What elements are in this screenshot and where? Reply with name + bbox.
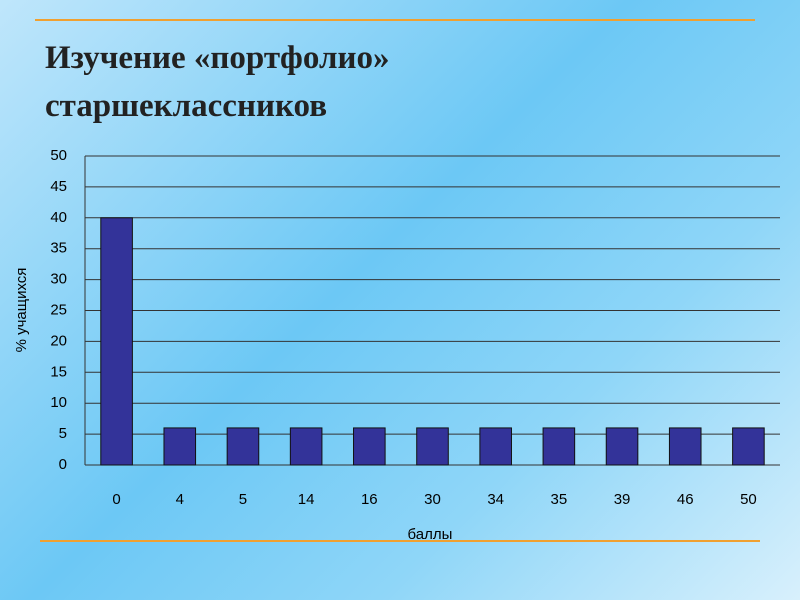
y-tick-label: 20	[50, 332, 67, 349]
x-tick-label: 35	[551, 491, 568, 508]
x-tick-label: 30	[424, 491, 441, 508]
y-tick-label: 50	[50, 147, 67, 164]
y-tick-label: 40	[50, 209, 67, 226]
x-tick-label: 14	[298, 491, 315, 508]
bar	[163, 427, 197, 466]
x-tick-label: 16	[361, 491, 378, 508]
y-tick-label: 5	[59, 425, 67, 442]
x-tick-label: 34	[487, 491, 504, 508]
y-tick-label: 35	[50, 240, 67, 257]
bar	[479, 427, 512, 466]
x-axis-label: баллы	[408, 526, 453, 543]
y-tick-label: 15	[50, 363, 67, 380]
chart-title: Изучение «портфолио» старшеклассников	[45, 40, 390, 124]
y-tick-label: 0	[59, 456, 67, 473]
x-tick-label: 0	[112, 491, 120, 508]
x-tick-label: 46	[677, 491, 694, 508]
x-tick-label: 39	[614, 491, 631, 508]
bar	[226, 427, 260, 466]
y-axis-label: % учащихся	[13, 268, 30, 353]
bar	[732, 427, 765, 466]
x-tick-label: 4	[176, 491, 184, 508]
y-tick-label: 45	[50, 178, 67, 195]
bar	[353, 427, 386, 466]
y-tick-label: 10	[50, 394, 67, 411]
bar	[289, 427, 323, 466]
bar	[668, 427, 702, 466]
bar	[100, 217, 133, 466]
x-tick-label: 5	[239, 491, 247, 508]
bar	[542, 427, 576, 466]
y-tick-label: 25	[50, 301, 67, 318]
x-tick-label: 50	[740, 491, 757, 508]
bar	[416, 427, 449, 466]
y-tick-label: 30	[50, 271, 67, 288]
bar	[605, 427, 639, 466]
